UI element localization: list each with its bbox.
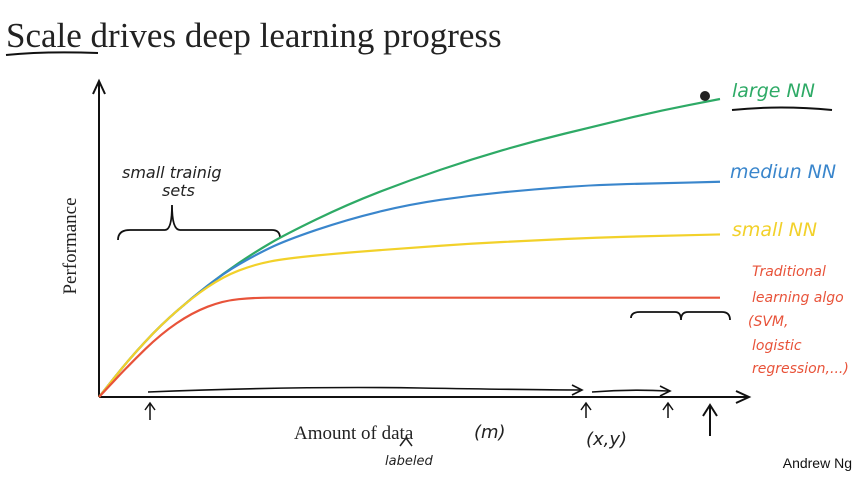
y-axis-label: Performance [60, 197, 81, 294]
slide-title: Scale drives deep learning progress [6, 16, 502, 55]
bracket-note-line1: small trainig [122, 163, 222, 182]
tick-arrow-3 [662, 401, 674, 418]
traditional-label-line-1: Traditional [752, 264, 826, 280]
traditional-label-line-5: regression,...) [752, 361, 849, 377]
title-underlined-word: Scale [6, 16, 82, 55]
x-axis-arrowhead [735, 390, 752, 404]
traditional-label-line-3: (SVM, [748, 314, 788, 330]
tick-arrow-1 [144, 401, 156, 420]
y-axis-arrowhead [92, 78, 106, 95]
title-rest: drives deep learning progress [82, 16, 502, 55]
small-data-bracket [117, 204, 281, 241]
large-nn-endpoint-dot [700, 91, 710, 101]
series-line-medium-nn [98, 180, 721, 398]
series-group [98, 97, 721, 398]
title-underline [5, 51, 99, 56]
x-axis-label: Amount of data [294, 423, 414, 444]
traditional-label-line-2: learning algo [752, 290, 844, 306]
tick-arrow-2 [580, 401, 592, 418]
large-nn-label-underline [731, 106, 833, 111]
series-label-traditional: Traditional learning algo (SVM, logistic… [748, 264, 849, 377]
x-axis-m-note: (m) [474, 422, 506, 443]
x-axis-labeled-note: labeled [385, 454, 433, 469]
traditional-label-line-4: logistic [752, 338, 802, 354]
large-data-bracket [630, 311, 731, 321]
data-range-arrowhead-1 [571, 384, 584, 396]
xy-pair-note: (x,y) [586, 429, 627, 450]
data-range-arrow-2 [591, 389, 669, 393]
data-range-arrow-1 [147, 386, 581, 393]
tick-arrow-4 [702, 403, 718, 436]
author-credit: Andrew Ng [783, 455, 852, 471]
series-label-small-nn: small NN [732, 219, 817, 241]
series-label-large-nn: large NN [732, 80, 815, 102]
series-line-small-nn [98, 233, 721, 398]
bracket-note-line2: sets [162, 181, 195, 200]
axes [92, 78, 752, 404]
caret-mark [399, 436, 413, 447]
series-line-traditional [98, 296, 720, 398]
series-label-medium-nn: mediun NN [730, 161, 836, 183]
data-range-arrowhead-2 [659, 385, 672, 397]
